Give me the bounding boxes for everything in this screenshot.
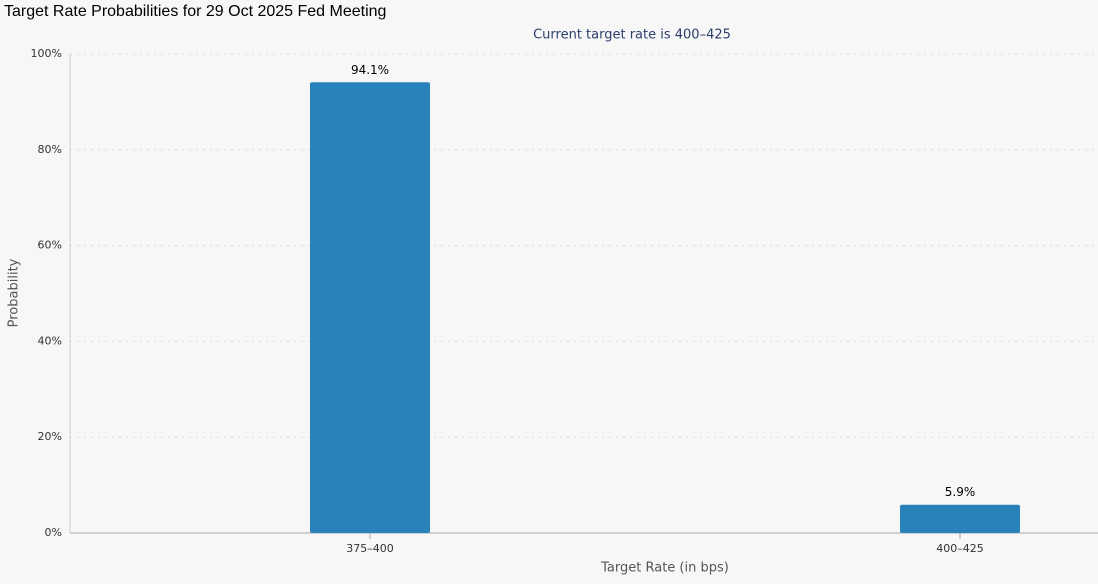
y-tick-label: 60% [38, 239, 62, 252]
bar [310, 82, 430, 534]
y-tick-label: 20% [38, 430, 62, 443]
y-tick-label: 80% [38, 143, 62, 156]
y-tick-label: 0% [45, 526, 62, 539]
bar [900, 504, 1020, 533]
chart-title: Target Rate Probabilities for 29 Oct 202… [4, 3, 386, 20]
y-tick-label: 100% [31, 47, 62, 60]
y-axis-title: Probability [7, 258, 22, 327]
x-tick-label: 375–400 [346, 542, 394, 555]
x-axis-title: Target Rate (in bps) [600, 561, 729, 576]
value-label: 5.9% [945, 485, 976, 499]
chart-subtitle: Current target rate is 400–425 [533, 28, 731, 43]
y-tick-label: 40% [38, 334, 62, 347]
x-tick-label: 400–425 [936, 542, 984, 555]
value-label: 94.1% [351, 63, 389, 77]
